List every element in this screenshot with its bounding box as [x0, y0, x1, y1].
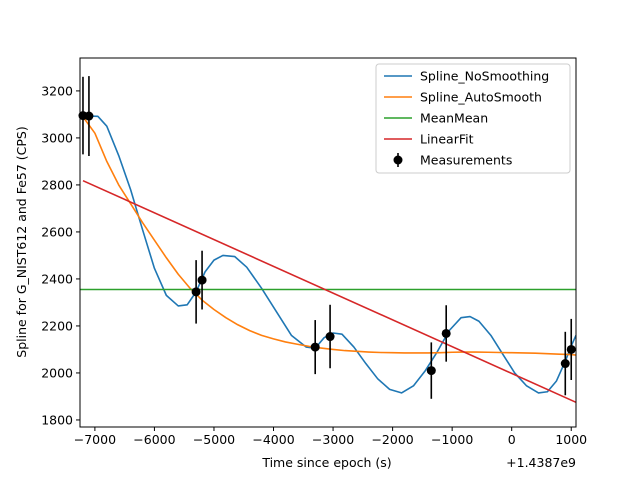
legend-item-measurements: Measurements: [393, 153, 512, 168]
measurement-marker: [560, 359, 570, 369]
legend-item-spline-nosmoothing: Spline_NoSmoothing: [384, 69, 549, 84]
series-line-linearfit: [82, 179, 576, 404]
legend-item-meanmean: MeanMean: [384, 111, 488, 126]
x-tick-label: −1000: [431, 432, 473, 447]
x-offset-label: +1.4387e9: [506, 455, 576, 470]
measurement-point: [441, 305, 451, 362]
measurement-marker: [84, 111, 94, 121]
measurement-point: [325, 304, 335, 369]
x-tick-label: −3000: [312, 432, 354, 447]
y-tick-label: 2000: [41, 365, 73, 380]
y-tick-label: 2200: [41, 318, 73, 333]
x-tick-label: −4000: [252, 432, 294, 447]
legend-label: LinearFit: [420, 132, 474, 147]
x-tick-label: 0: [508, 432, 516, 447]
measurement-marker: [566, 344, 576, 354]
legend-label: Spline_AutoSmooth: [420, 90, 542, 105]
x-tick-label: 1000: [555, 432, 587, 447]
x-tick-label: −6000: [133, 432, 175, 447]
measurement-point: [191, 260, 201, 324]
measurement-point: [197, 250, 207, 310]
y-axis-label: Spline for G_NIST612 and Fe57 (CPS): [14, 126, 29, 357]
y-tick-label: 2800: [41, 177, 73, 192]
legend-label: MeanMean: [420, 111, 488, 126]
y-tick-label: 3000: [41, 130, 73, 145]
legend-box: [375, 63, 571, 174]
legend-item-linearfit: LinearFit: [384, 132, 474, 147]
x-tick-label: −7000: [74, 432, 116, 447]
measurement-point: [426, 342, 436, 399]
axes: −7000 −6000 −5000 −4000 −3000 −2000 −1000 0 1000…: [41, 57, 587, 447]
x-tick-label: −2000: [371, 432, 413, 447]
y-tick-label: 2400: [41, 271, 73, 286]
legend-label: Spline_NoSmoothing: [420, 69, 549, 84]
measurement-point: [84, 76, 94, 157]
y-tick-label: 2600: [41, 224, 73, 239]
measurement-marker: [325, 332, 335, 342]
axes-frame: [79, 57, 577, 428]
measurements-group: [78, 76, 576, 399]
series-group: [80, 114, 576, 404]
legend-label: Measurements: [420, 153, 512, 168]
legend-item-spline-autosmooth: Spline_AutoSmooth: [384, 90, 542, 105]
series-line-spline-autosmooth: [82, 116, 576, 356]
x-tick-label: −5000: [193, 432, 235, 447]
x-axis-label: Time since epoch (s): [261, 455, 391, 470]
measurement-point: [310, 320, 320, 375]
series-line-spline-nosmoothing: [82, 114, 576, 394]
measurement-marker: [191, 287, 201, 297]
measurement-marker: [426, 366, 436, 376]
y-tick-label: 1800: [41, 412, 73, 427]
measurement-marker: [197, 275, 207, 285]
measurement-marker: [441, 328, 451, 338]
measurement-point: [566, 318, 576, 380]
legend-marker-swatch: [393, 155, 403, 165]
measurement-marker: [310, 342, 320, 352]
measurement-point: [560, 331, 570, 396]
y-tick-label: 3200: [41, 83, 73, 98]
legend: Spline_NoSmoothing Spline_AutoSmooth MeanM…: [375, 63, 571, 174]
